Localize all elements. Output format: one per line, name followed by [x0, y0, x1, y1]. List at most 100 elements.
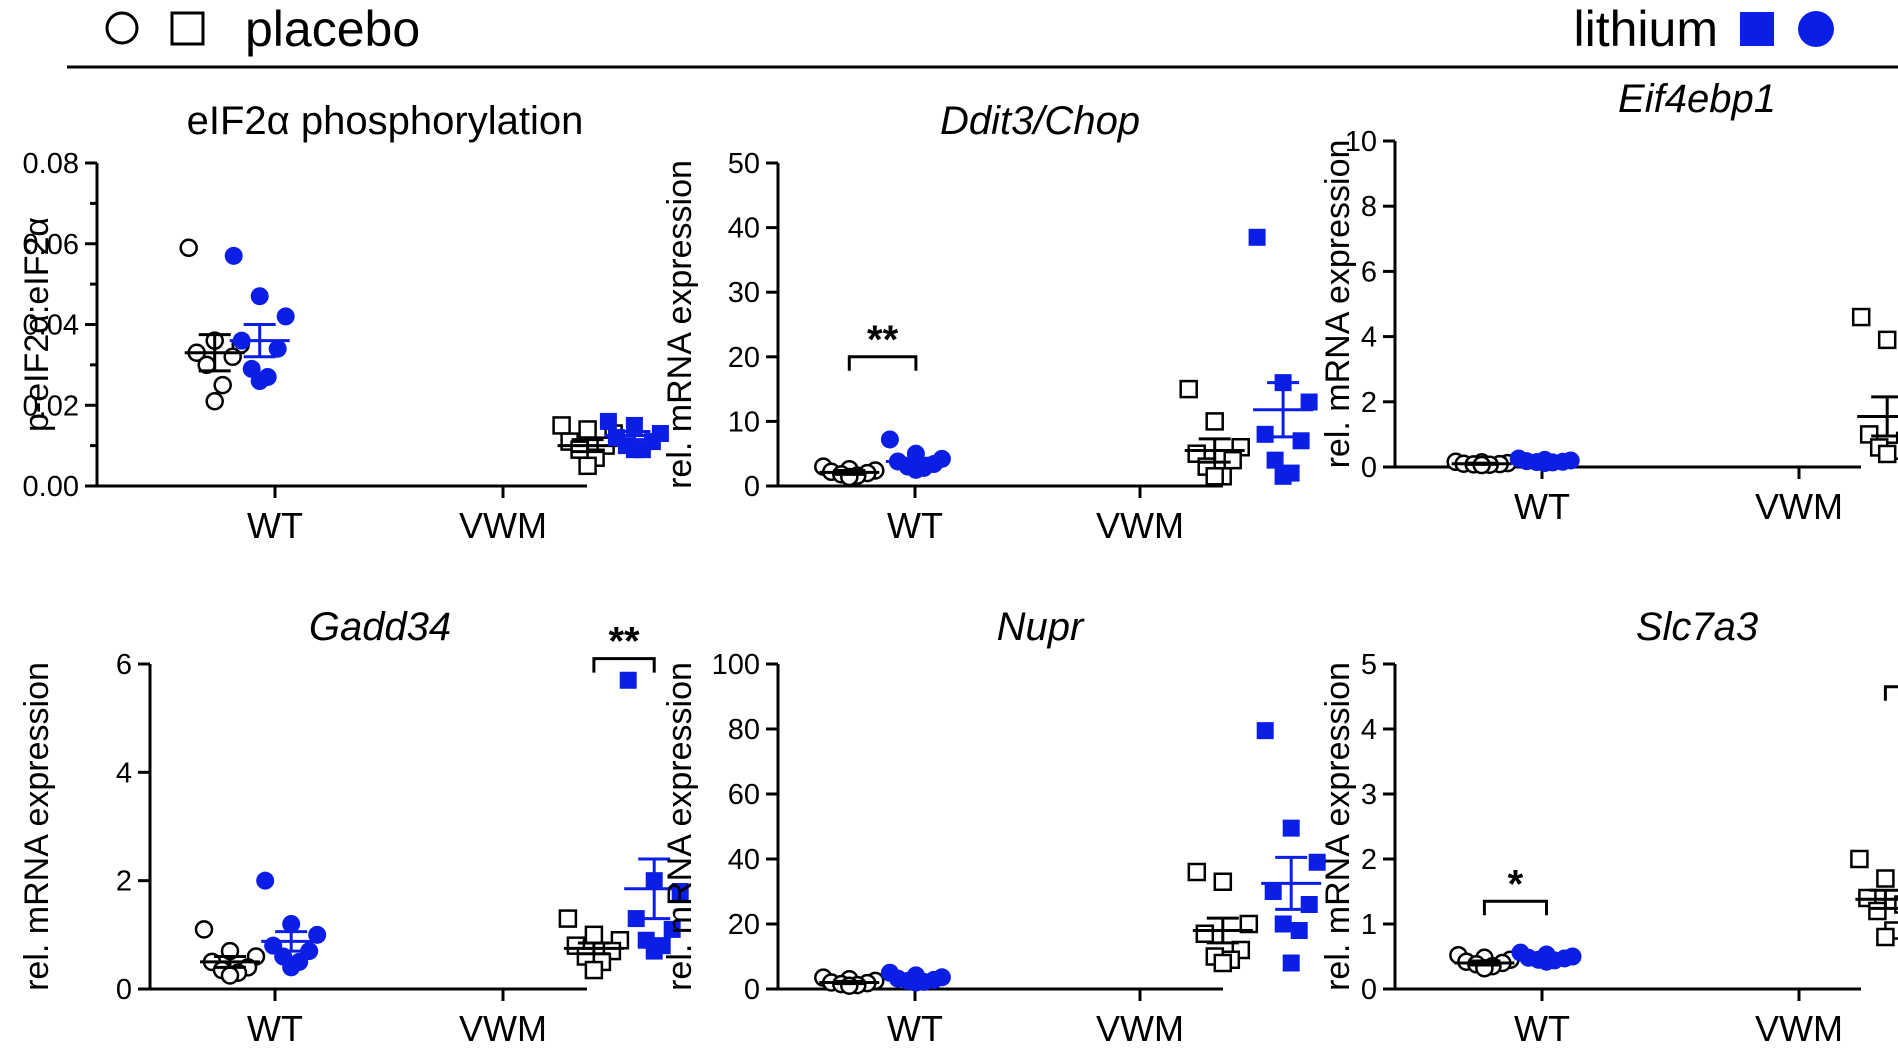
data-point — [276, 307, 295, 326]
data-point — [1205, 412, 1224, 431]
data-point — [1205, 467, 1224, 486]
y-tick-label: 8 — [1361, 191, 1377, 223]
data-point — [194, 920, 214, 939]
y-tick-label: 4 — [116, 757, 132, 789]
y-tick-label: 40 — [728, 844, 760, 876]
data-point — [1256, 722, 1274, 740]
data-point — [558, 909, 578, 928]
data-point — [250, 372, 269, 391]
data-point — [1292, 432, 1310, 450]
y-tick-label: 0.02 — [23, 390, 79, 422]
category-label-vwm: VWM — [1755, 486, 1843, 527]
data-point — [179, 238, 198, 258]
panel-title: Ddit3/Chop — [940, 99, 1140, 143]
significance-bracket: ** — [1883, 685, 1898, 701]
category-label-wt: WT — [887, 1008, 943, 1049]
panel-gadd34: Gadd34 rel. mRNA expression 0 2 4 6 WT VWM ** — [18, 605, 689, 1049]
y-tick-label: 0.04 — [23, 310, 79, 342]
data-point — [1300, 393, 1318, 411]
open-square-icon — [170, 11, 205, 46]
group-vwm-lithium — [619, 671, 689, 960]
panel-eif2a: eIF2α phosphorylation p-eIF2α:eIF2α 0.00 0.… — [18, 99, 669, 546]
data-point — [1877, 444, 1897, 464]
y-tick-label: 4 — [1361, 322, 1377, 354]
group-wt-lithium — [224, 246, 295, 391]
y-tick-label: 1 — [1361, 909, 1377, 941]
y-tick-label: 0 — [1361, 452, 1377, 484]
y-tick-label: 0 — [744, 974, 760, 1006]
data-point — [578, 456, 597, 476]
data-point — [1223, 450, 1242, 470]
data-point — [645, 942, 663, 960]
y-tick-label: 0 — [744, 471, 760, 503]
data-point — [1187, 862, 1207, 882]
data-point — [1876, 869, 1895, 888]
y-tick-label: 100 — [712, 649, 760, 681]
panel-nupr: Nupr rel. mRNA expression 0 20 40 60 80 100 WT VW… — [661, 605, 1326, 1049]
significance-label: ** — [867, 318, 899, 362]
y-tick-label: 60 — [728, 779, 760, 811]
data-point — [619, 671, 637, 689]
category-label-vwm: VWM — [459, 505, 547, 546]
panel-ddit3: Ddit3/Chop rel. mRNA expression 0 10 20 30 40 5… — [661, 99, 1318, 546]
group-vwm-lithium — [1248, 228, 1318, 485]
data-point — [1282, 954, 1300, 972]
group-vwm-placebo — [1851, 307, 1898, 464]
group-vwm-lithium — [599, 412, 669, 459]
data-point — [570, 440, 589, 459]
panel-title: Slc7a3 — [1636, 605, 1758, 649]
y-axis-label: p-eIF2α:eIF2α — [18, 217, 56, 432]
panel-eif4ebp1: Eif4ebp1 rel. mRNA expression 0 2 4 6 8 10 WT VWM — [1319, 77, 1898, 527]
data-point — [1877, 330, 1897, 350]
data-point — [599, 412, 617, 430]
data-point — [220, 966, 240, 985]
y-axis-label: rel. mRNA expression — [18, 662, 56, 991]
data-point — [224, 246, 243, 265]
group-wt-placebo — [179, 238, 250, 411]
group-wt-lithium — [880, 430, 951, 479]
category-label-wt: WT — [247, 1008, 303, 1049]
data-point — [552, 416, 571, 435]
data-point — [671, 883, 689, 900]
group-wt-placebo — [194, 920, 266, 985]
significance-bracket: ** — [592, 620, 656, 673]
y-axis-label: rel. mRNA expression — [661, 662, 699, 991]
category-label-vwm: VWM — [1755, 1008, 1843, 1049]
category-label-wt: WT — [247, 505, 303, 546]
panel-title: Gadd34 — [309, 605, 451, 649]
y-tick-label: 2 — [1361, 387, 1377, 419]
y-tick-label: 0 — [1361, 974, 1377, 1006]
legend: placebo lithium — [67, 1, 1898, 69]
data-point — [584, 925, 604, 945]
significance-label: * — [1508, 862, 1524, 906]
y-tick-label: 6 — [116, 649, 132, 681]
y-tick-label: 0.00 — [23, 471, 79, 503]
data-point — [282, 958, 301, 977]
group-wt-lithium — [880, 963, 951, 992]
group-wt-placebo — [814, 457, 885, 487]
data-point — [1179, 379, 1198, 399]
group-wt-lithium — [256, 871, 327, 977]
category-label-vwm: VWM — [459, 1008, 547, 1049]
data-point — [578, 420, 597, 439]
data-point — [1213, 872, 1233, 891]
data-point — [213, 375, 232, 395]
bracket-line — [847, 355, 918, 371]
data-point — [308, 925, 327, 944]
bracket-line — [1883, 685, 1898, 701]
category-label-wt: WT — [1514, 486, 1570, 527]
y-tick-label: 0 — [116, 974, 132, 1006]
panel-title: eIF2α phosphorylation — [187, 99, 584, 143]
data-point — [584, 960, 604, 980]
data-point — [250, 287, 269, 306]
group-vwm-lithium — [1256, 722, 1326, 972]
filled-square-icon — [1740, 12, 1774, 46]
significance-label: ** — [608, 620, 640, 664]
group-wt-placebo — [814, 968, 885, 995]
group-wt-lithium — [1509, 449, 1580, 473]
y-tick-label: 2 — [116, 866, 132, 898]
data-point — [627, 910, 645, 928]
data-point — [1850, 849, 1869, 869]
open-circle-icon — [105, 11, 139, 45]
